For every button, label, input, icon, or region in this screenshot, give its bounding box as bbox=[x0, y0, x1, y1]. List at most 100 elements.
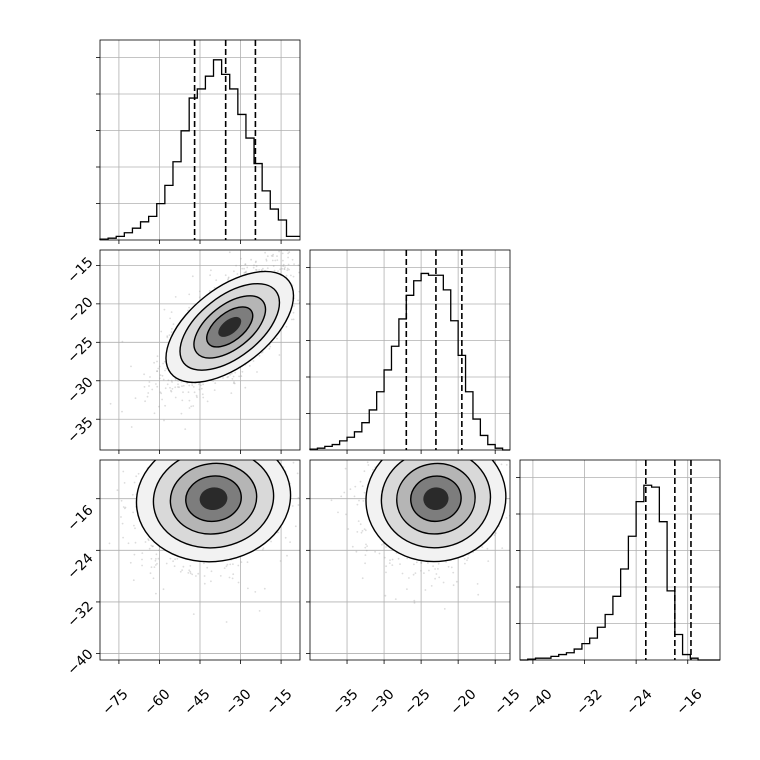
p2-vs-p3-point bbox=[424, 440, 426, 442]
p1-vs-p3-point bbox=[162, 588, 165, 591]
p2-vs-p3-point bbox=[461, 457, 463, 459]
p2-vs-p3-point bbox=[398, 446, 400, 448]
p2-vs-p3-point bbox=[473, 447, 475, 449]
p1-vs-p3-point bbox=[141, 564, 144, 567]
p2-vs-p3-point bbox=[517, 434, 519, 436]
p1-vs-p2-point bbox=[231, 378, 234, 380]
p1-vs-p2-panel bbox=[96, 246, 316, 454]
p1-vs-p2-point bbox=[226, 376, 229, 379]
p1-vs-p2-point bbox=[143, 386, 146, 388]
p2-vs-p3-point bbox=[437, 562, 440, 565]
p2-vs-p3-point bbox=[463, 452, 465, 454]
p1-vs-p3-point bbox=[304, 483, 306, 485]
p1-vs-p3-point bbox=[135, 475, 138, 478]
p2-vs-p3-point bbox=[420, 561, 423, 564]
p1-vs-p2-point bbox=[278, 354, 281, 356]
p1-vs-p3-point bbox=[247, 458, 249, 460]
p1-vs-p3-point bbox=[151, 545, 154, 548]
p2-vs-p3-point bbox=[415, 561, 418, 564]
p2-vs-p3-point bbox=[361, 485, 364, 487]
p2-vs-p3-point bbox=[395, 446, 397, 448]
p1-vs-p3-point bbox=[193, 419, 195, 421]
p2-vs-p3-point bbox=[349, 488, 352, 491]
p1-vs-p2-point bbox=[291, 318, 293, 321]
p1-vs-p2-point bbox=[288, 268, 290, 271]
p1-vs-p3-point bbox=[270, 425, 272, 427]
p1-vs-p3-point bbox=[218, 448, 220, 450]
p1-vs-p2-point bbox=[187, 391, 190, 394]
p2-vs-p3-point bbox=[396, 436, 398, 438]
p1-vs-p2-point bbox=[210, 269, 212, 272]
p1-vs-p2-contour-line bbox=[206, 306, 254, 348]
p1-vs-p2-point bbox=[286, 269, 289, 272]
p1-vs-p2-point bbox=[271, 255, 274, 257]
p1-vs-p2-point bbox=[200, 384, 202, 387]
p2-vs-p3-point bbox=[462, 457, 464, 459]
p1-vs-p3-point bbox=[282, 428, 284, 430]
p1-vs-p3-point bbox=[144, 541, 147, 543]
p1-vs-p3-point bbox=[223, 421, 225, 423]
p1-vs-p3-point bbox=[297, 504, 300, 506]
p1-vs-p2-point bbox=[166, 335, 169, 338]
p1-vs-p3-point bbox=[232, 563, 234, 565]
p2-vs-p3-point bbox=[445, 561, 447, 563]
p2-vs-p3-point bbox=[389, 559, 391, 562]
p1-vs-p2-point bbox=[156, 370, 158, 373]
p1-vs-p2-point bbox=[264, 251, 266, 254]
p1-vs-p2-point bbox=[285, 325, 288, 328]
p1-vs-p3-point bbox=[258, 610, 261, 612]
p2-vs-p3-point bbox=[415, 422, 417, 424]
p1-vs-p3-point bbox=[182, 565, 185, 568]
p2-vs-p3-point bbox=[428, 427, 430, 429]
p2-vs-p3-point bbox=[380, 440, 382, 442]
p1-vs-p3-point bbox=[228, 455, 230, 457]
p1-vs-p2-point bbox=[314, 261, 316, 263]
p1-vs-p3-point bbox=[251, 456, 253, 458]
p1-vs-p2-point bbox=[230, 392, 233, 394]
p1-vs-p2-point bbox=[265, 258, 268, 261]
p1-vs-p2-point bbox=[180, 412, 183, 415]
p1-vs-p3-point bbox=[195, 446, 197, 448]
p2-vs-p3-point bbox=[412, 573, 415, 576]
p1-vs-p3-point bbox=[189, 570, 192, 573]
p2-vs-p3-point bbox=[465, 440, 467, 442]
p2-vs-p3-point bbox=[440, 440, 442, 442]
p1-vs-p2-point bbox=[242, 246, 244, 248]
p2-vs-p3-point bbox=[485, 423, 487, 425]
p2-vs-p3-point bbox=[476, 444, 478, 446]
x1-tick-label: −60 bbox=[141, 686, 173, 718]
p1-vs-p2-point bbox=[266, 255, 269, 258]
p1-vs-p3-point bbox=[127, 542, 130, 545]
p2-vs-p3-point bbox=[399, 563, 401, 565]
p2-vs-p3-point bbox=[473, 420, 475, 422]
p1-vs-p2-point bbox=[253, 264, 255, 267]
p2-vs-p3-point bbox=[384, 594, 387, 597]
p1-vs-p3-point bbox=[121, 522, 124, 525]
p2-vs-p3-point bbox=[391, 558, 394, 561]
p1-vs-p3-point bbox=[194, 456, 196, 458]
p1-vs-p2-point bbox=[246, 266, 249, 269]
p1-vs-p3-point bbox=[289, 541, 291, 543]
p1-vs-p3-point bbox=[248, 431, 250, 433]
y3-tick-label: −40 bbox=[64, 646, 96, 678]
p1-vs-p3-plot-area bbox=[108, 419, 306, 623]
p1-vs-p2-point bbox=[238, 375, 241, 378]
p1-vs-p2-point bbox=[213, 286, 216, 289]
p1-vs-p3-point bbox=[259, 441, 261, 443]
p1-vs-p3-point bbox=[150, 566, 153, 569]
p2-vs-p3-point bbox=[454, 397, 456, 399]
p2-vs-p3-point bbox=[481, 432, 483, 434]
p2-vs-p3-point bbox=[440, 451, 442, 453]
p2-vs-p3-point bbox=[347, 528, 350, 530]
p1-vs-p2-point bbox=[258, 269, 260, 271]
p1-vs-p3-contour-line bbox=[185, 475, 242, 523]
p1-vs-p3-point bbox=[162, 451, 164, 453]
p1-vs-p2-point bbox=[159, 391, 162, 394]
p1-vs-p2-point bbox=[158, 377, 161, 380]
p1-vs-p3-point bbox=[188, 569, 191, 572]
p2-vs-p3-contour-line bbox=[380, 460, 492, 549]
p1-vs-p2-point bbox=[134, 397, 137, 400]
p1-vs-p3-point bbox=[155, 592, 157, 595]
p1-vs-p3-point bbox=[129, 561, 132, 564]
p1-vs-p2-point bbox=[255, 265, 258, 268]
